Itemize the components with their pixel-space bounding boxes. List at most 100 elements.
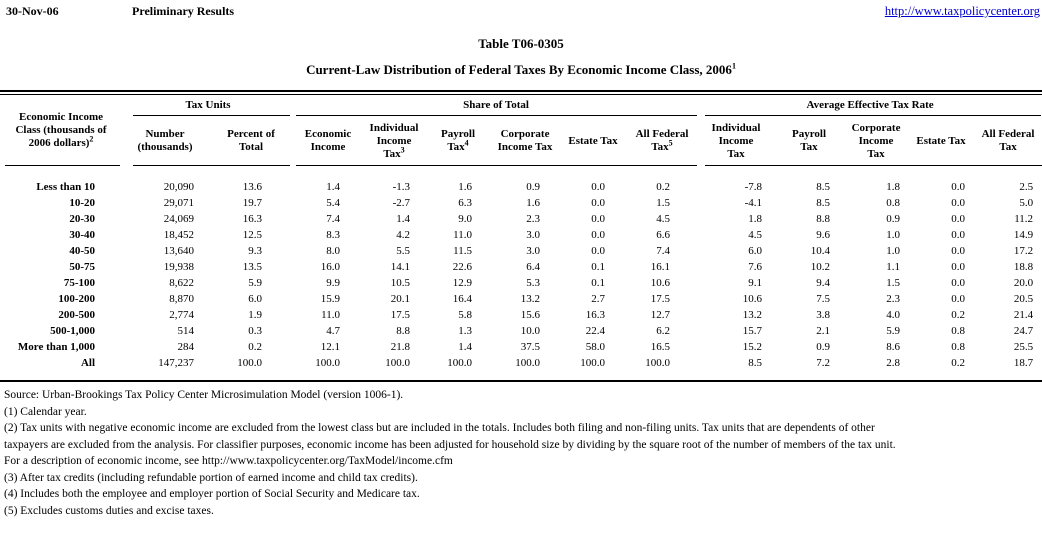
note-line: (3) After tax credits (including refunda… xyxy=(4,471,418,484)
cell: 147,237 xyxy=(158,357,194,369)
col-header-share-individual-income-tax: Individual Income Tax3 xyxy=(362,116,427,166)
cell: 8.0 xyxy=(326,245,341,257)
cell: 2.7 xyxy=(591,293,606,305)
cell: 21.4 xyxy=(1013,309,1034,321)
row-label: 500-1,000 xyxy=(50,325,95,337)
cell: -2.7 xyxy=(392,197,411,209)
group-header-share-of-total: Share of Total xyxy=(294,95,698,116)
cell: 0.0 xyxy=(591,197,606,209)
table-number-title: Table T06-0305 xyxy=(478,36,564,51)
cell: 13,640 xyxy=(163,245,194,257)
cell: 0.9 xyxy=(526,181,541,193)
tax-distribution-table: Economic Income Class (thousands of 2006… xyxy=(0,95,1042,382)
cell: 4.0 xyxy=(886,309,901,321)
group-header-average-effective-tax-rate: Average Effective Tax Rate xyxy=(698,95,1042,116)
cell: 19.7 xyxy=(242,197,263,209)
group-header-tax-units: Tax Units xyxy=(122,95,294,116)
cell: 5.9 xyxy=(886,325,901,337)
cell: 13.6 xyxy=(242,181,263,193)
cell: 0.0 xyxy=(951,293,966,305)
cell: 13.5 xyxy=(242,261,263,273)
cell: 15.7 xyxy=(742,325,763,337)
cell: 6.3 xyxy=(458,197,473,209)
note-line: (2) Tax units with negative economic inc… xyxy=(4,422,875,434)
cell: 12.5 xyxy=(242,229,263,241)
table-title-text: Current-Law Distribution of Federal Taxe… xyxy=(306,62,732,77)
report-date: 30-Nov-06 xyxy=(6,4,59,18)
cell: 8.3 xyxy=(326,229,341,241)
footnote-ref: 4 xyxy=(464,138,469,148)
taxpolicycenter-link[interactable]: http://www.taxpolicycenter.org xyxy=(884,4,1040,18)
cell: 9.4 xyxy=(816,277,831,289)
cell: 5.4 xyxy=(326,197,341,209)
cell: 18.8 xyxy=(1013,261,1034,273)
cell: 10.2 xyxy=(810,261,831,273)
cell: 17.5 xyxy=(390,309,411,321)
cell: 4.2 xyxy=(396,229,411,241)
table-row: 200-500 2,774 1.9 11.0 17.5 5.8 15.6 16.… xyxy=(0,307,1042,323)
cell: 10.6 xyxy=(650,277,671,289)
col-header-label: Individual Income Tax xyxy=(369,121,419,160)
cell: 10.0 xyxy=(520,325,541,337)
cell: 20,090 xyxy=(163,181,194,193)
cell: 7.2 xyxy=(816,357,831,369)
table-row: 500-1,000 514 0.3 4.7 8.8 1.3 10.0 22.4 … xyxy=(0,323,1042,339)
cell: 11.0 xyxy=(321,309,341,321)
cell: 7.5 xyxy=(816,293,831,305)
cell: 0.1 xyxy=(591,277,606,289)
cell: 2,774 xyxy=(169,309,194,321)
footnote-ref: 5 xyxy=(668,138,673,148)
report-status: Preliminary Results xyxy=(132,4,235,18)
col-header-label: Payroll Tax xyxy=(441,128,476,153)
cell: 25.5 xyxy=(1013,341,1034,353)
cell: 6.0 xyxy=(248,293,263,305)
cell: 9.6 xyxy=(816,229,831,241)
col-header-aetr-corporate-income-tax: Corporate Income Tax xyxy=(844,116,909,166)
cell: 2.3 xyxy=(886,293,901,305)
cell: 284 xyxy=(177,341,195,353)
cell: 0.9 xyxy=(816,341,831,353)
col-header-aetr-payroll-tax: Payroll Tax xyxy=(774,116,845,166)
cell: 1.8 xyxy=(886,181,901,193)
cell: 0.0 xyxy=(591,181,606,193)
cell: 3.0 xyxy=(526,245,541,257)
col-header-label: All Federal Tax xyxy=(981,128,1035,153)
cell: 20.1 xyxy=(390,293,411,305)
cell: 11.0 xyxy=(453,229,473,241)
note-line: Source: Urban-Brookings Tax Policy Cente… xyxy=(4,389,404,401)
cell: 2.5 xyxy=(1019,181,1034,193)
cell: 1.8 xyxy=(748,213,763,225)
cell: 8.5 xyxy=(816,197,831,209)
cell: 1.0 xyxy=(886,229,901,241)
cell: 4.5 xyxy=(748,229,763,241)
col-header-share-corporate-income-tax: Corporate Income Tax xyxy=(490,116,561,166)
table-row: 50-75 19,938 13.5 16.0 14.1 22.6 6.4 0.1… xyxy=(0,259,1042,275)
cell: 8.8 xyxy=(396,325,411,337)
cell: 9.9 xyxy=(326,277,341,289)
col-header-economic-income-class: Economic Income Class (thousands of 2006… xyxy=(0,95,122,166)
cell: 12.9 xyxy=(452,277,473,289)
cell: 5.9 xyxy=(248,277,263,289)
cell: 12.7 xyxy=(650,309,671,321)
cell: 37.5 xyxy=(520,341,541,353)
cell: 8.8 xyxy=(816,213,831,225)
cell: -4.1 xyxy=(744,197,763,209)
cell: 0.9 xyxy=(886,213,901,225)
col-header-share-estate-tax: Estate Tax xyxy=(560,116,627,166)
table-row: 100-200 8,870 6.0 15.9 20.1 16.4 13.2 2.… xyxy=(0,291,1042,307)
cell: 8.5 xyxy=(748,357,763,369)
col-header-number-thousands: Number (thousands) xyxy=(122,116,208,166)
cell: 100.0 xyxy=(515,357,541,369)
cell: 0.2 xyxy=(951,309,966,321)
cell: 7.4 xyxy=(326,213,341,225)
table-row: 30-40 18,452 12.5 8.3 4.2 11.0 3.0 0.0 6… xyxy=(0,227,1042,243)
row-label: More than 1,000 xyxy=(17,341,95,353)
cell: 2.8 xyxy=(886,357,901,369)
cell: 0.0 xyxy=(951,229,966,241)
cell: 10.5 xyxy=(390,277,411,289)
cell: 100.0 xyxy=(447,357,473,369)
table-title-footnote-ref: 1 xyxy=(731,61,736,71)
cell: 5.8 xyxy=(458,309,473,321)
col-header-share-all-federal-tax: All Federal Tax5 xyxy=(626,116,698,166)
cell: 5.3 xyxy=(526,277,541,289)
